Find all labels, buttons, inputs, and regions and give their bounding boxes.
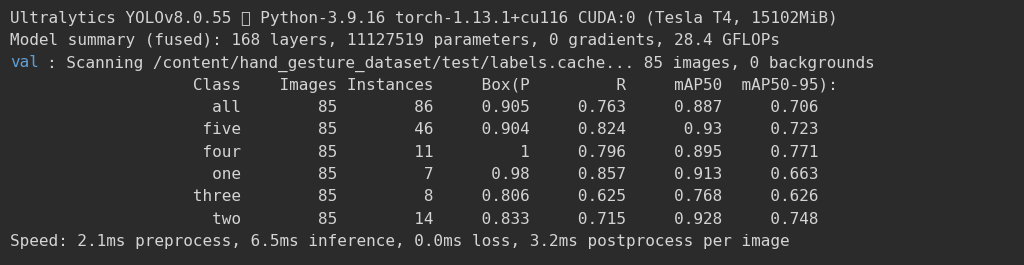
- Text: five        85        46     0.904     0.824      0.93     0.723: five 85 46 0.904 0.824 0.93 0.723: [10, 122, 819, 137]
- Text: val: val: [10, 55, 39, 70]
- Text: all        85        86     0.905     0.763     0.887     0.706: all 85 86 0.905 0.763 0.887 0.706: [10, 100, 819, 115]
- Text: : Scanning /content/hand_gesture_dataset/test/labels.cache... 85 images, 0 backg: : Scanning /content/hand_gesture_dataset…: [47, 55, 876, 72]
- Text: Speed: 2.1ms preprocess, 6.5ms inference, 0.0ms loss, 3.2ms postprocess per imag: Speed: 2.1ms preprocess, 6.5ms inference…: [10, 234, 790, 249]
- Text: Model summary (fused): 168 layers, 11127519 parameters, 0 gradients, 28.4 GFLOPs: Model summary (fused): 168 layers, 11127…: [10, 33, 780, 48]
- Text: Class    Images Instances     Box(P         R     mAP50  mAP50-95):: Class Images Instances Box(P R mAP50 mAP…: [10, 78, 838, 93]
- Text: four        85        11         1     0.796     0.895     0.771: four 85 11 1 0.796 0.895 0.771: [10, 145, 819, 160]
- Text: Ultralytics YOLOv8.0.55 🚀 Python-3.9.16 torch-1.13.1+cu116 CUDA:0 (Tesla T4, 151: Ultralytics YOLOv8.0.55 🚀 Python-3.9.16 …: [10, 11, 838, 26]
- Text: two        85        14     0.833     0.715     0.928     0.748: two 85 14 0.833 0.715 0.928 0.748: [10, 212, 819, 227]
- Text: one        85         7      0.98     0.857     0.913     0.663: one 85 7 0.98 0.857 0.913 0.663: [10, 167, 819, 182]
- Text: three        85         8     0.806     0.625     0.768     0.626: three 85 8 0.806 0.625 0.768 0.626: [10, 189, 819, 204]
